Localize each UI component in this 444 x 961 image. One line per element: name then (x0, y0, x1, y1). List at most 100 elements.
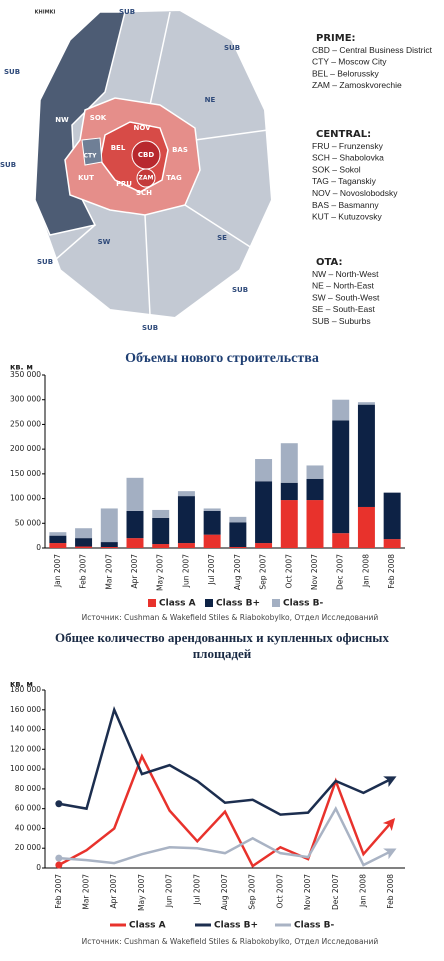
y-tick-label: 350 000 (10, 370, 41, 379)
map-label: SUB (142, 324, 158, 332)
bar (306, 500, 324, 548)
bar (75, 528, 93, 539)
bar (306, 465, 324, 479)
legend-item: SUB – Suburbs (312, 316, 371, 326)
bar (383, 539, 401, 548)
map-city (81, 137, 103, 166)
source-note: Источник: Cushman & Wakefield Stiles & R… (82, 613, 379, 622)
x-tick-label: Feb 2007 (54, 874, 63, 909)
legend-swatch (148, 599, 156, 607)
x-tick-label: Nov 2007 (303, 874, 312, 910)
y-tick-label: 160 000 (10, 705, 41, 714)
bar (229, 516, 247, 523)
map-label: SUB (0, 161, 16, 169)
y-tick-label: 100 000 (10, 494, 41, 503)
legend-item: FRU – Frunzensky (312, 141, 384, 151)
legend-item: TAG – Taganskiy (312, 176, 377, 186)
bar (280, 482, 298, 501)
y-tick-label: 0 (36, 863, 41, 872)
map-label: SCH (136, 189, 152, 197)
x-tick-label: Jan 2008 (358, 874, 367, 908)
legend-item: CTY – Moscow City (312, 57, 387, 67)
bar (100, 547, 118, 548)
map-label: KHIMKI (35, 10, 56, 16)
map-label: FRU (116, 180, 132, 188)
bar (152, 544, 170, 548)
map-label: SOK (90, 114, 107, 122)
x-tick-label: Jul 2007 (207, 554, 216, 586)
y-tick-label: 180 000 (10, 685, 41, 694)
bar (100, 508, 118, 543)
bar (152, 509, 170, 518)
map-label: SUB (4, 68, 20, 76)
map-label: NOV (133, 124, 151, 132)
legend-label: Class B+ (214, 921, 258, 931)
legend-label: Class A (159, 599, 196, 609)
map-label: BEL (111, 144, 126, 152)
legend-item: SOK – Sokol (312, 164, 361, 174)
legend-item: NOV – Novoslobodsky (312, 188, 398, 198)
line (55, 753, 396, 869)
y-tick-label: 0 (36, 543, 41, 552)
x-tick-label: Jun 2007 (165, 874, 174, 908)
line (55, 806, 397, 867)
legend-item: SW – South-West (312, 292, 380, 302)
x-tick-label: Oct 2007 (275, 874, 284, 909)
bar (49, 532, 67, 536)
bar (49, 543, 67, 548)
bar (357, 402, 375, 405)
x-tick-label: May 2007 (156, 554, 165, 591)
x-tick-label: Oct 2007 (284, 554, 293, 589)
y-tick-label: 20 000 (15, 843, 41, 852)
map-label: CTY (84, 153, 97, 160)
x-tick-label: Aug 2007 (220, 874, 229, 910)
bar (177, 496, 195, 544)
legend-label: Class B+ (216, 599, 260, 609)
x-tick-label: Jan 2007 (53, 554, 62, 588)
map-label: SW (98, 238, 111, 246)
bar (332, 399, 350, 421)
y-tick-label: 100 000 (10, 764, 41, 773)
x-tick-label: Dec 2007 (331, 874, 340, 910)
legend-item: NW – North-West (312, 269, 379, 279)
legend-item: BEL – Belorussky (312, 68, 380, 78)
bar (203, 508, 221, 511)
bar (229, 547, 247, 548)
map-label: NW (55, 116, 69, 124)
bar (357, 506, 375, 548)
legend-item: CBD – Central Business District (312, 45, 433, 55)
y-tick-label: 300 000 (10, 395, 41, 404)
y-tick-label: 80 000 (15, 784, 41, 793)
bar (255, 481, 273, 544)
x-tick-label: Feb 2008 (387, 554, 396, 589)
x-tick-label: Jul 2007 (192, 874, 201, 906)
legend-item: SCH – Shabolovka (312, 153, 384, 163)
map-zam (136, 168, 156, 188)
x-tick-label: Mar 2007 (82, 874, 91, 910)
legend-item: KUT – Kutuzovsky (312, 212, 383, 222)
map-label: SUB (232, 286, 248, 294)
bar (177, 543, 195, 548)
bar (49, 535, 67, 544)
legend-label: Class A (129, 921, 166, 931)
map-divider (54, 11, 269, 316)
x-tick-label: Sep 2007 (248, 874, 257, 910)
source-note: Источник: Cushman & Wakefield Stiles & R… (82, 937, 379, 946)
bar (255, 459, 273, 482)
x-tick-label: Nov 2007 (310, 554, 319, 590)
x-tick-label: Apr 2007 (130, 554, 139, 589)
bar (75, 538, 93, 547)
bar (177, 491, 195, 497)
legend-item: SE – South-East (312, 304, 375, 314)
legend-label: Class B- (283, 599, 323, 609)
bar (126, 477, 144, 511)
y-tick-label: 120 000 (10, 744, 41, 753)
map-label: BAS (172, 146, 188, 154)
map-label: NE (205, 96, 216, 104)
x-tick-label: May 2007 (137, 874, 146, 911)
legend-item: NE – North-East (312, 281, 375, 291)
x-tick-label: Sep 2007 (259, 554, 268, 590)
bar (203, 510, 221, 535)
x-tick-label: Aug 2007 (233, 554, 242, 590)
y-tick-label: 60 000 (15, 804, 41, 813)
